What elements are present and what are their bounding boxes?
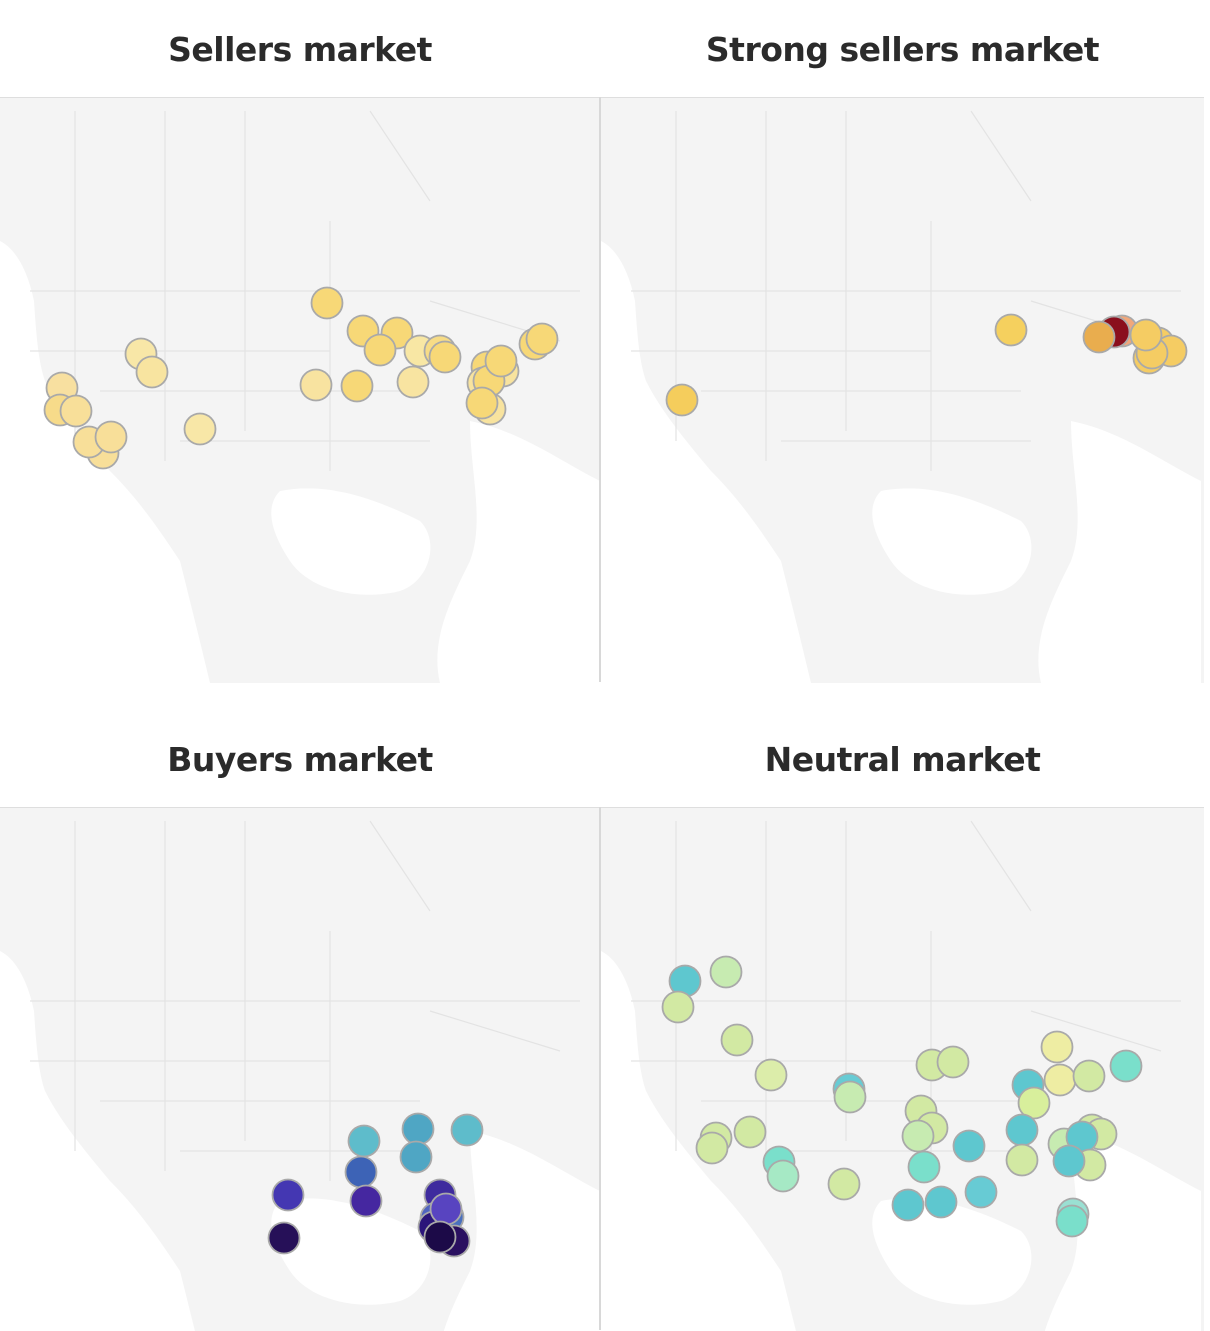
base-map: [601, 808, 1201, 1331]
market-point[interactable]: [94, 420, 128, 454]
map-shape: [872, 1198, 1032, 1305]
map-view[interactable]: [0, 807, 600, 1331]
market-point[interactable]: [1055, 1204, 1089, 1238]
market-point[interactable]: [1017, 1086, 1051, 1120]
base-map: [601, 98, 1201, 683]
market-point[interactable]: [827, 1167, 861, 1201]
panel-title: Strong sellers market: [705, 29, 1100, 69]
panel-title: Neutral market: [764, 739, 1041, 779]
market-point[interactable]: [907, 1150, 941, 1184]
market-point[interactable]: [833, 1080, 867, 1114]
vertical-divider: [599, 807, 601, 1330]
map-shape: [1044, 1131, 1201, 1331]
market-point[interactable]: [349, 1184, 383, 1218]
market-point[interactable]: [1005, 1143, 1039, 1177]
market-point[interactable]: [267, 1221, 301, 1255]
market-point[interactable]: [720, 1023, 754, 1057]
market-point[interactable]: [429, 1192, 463, 1226]
market-point[interactable]: [135, 355, 169, 389]
market-point[interactable]: [363, 333, 397, 367]
map-border-line: [369, 820, 431, 912]
point-layer: [43, 286, 559, 470]
panel-title: Sellers market: [168, 29, 432, 69]
market-point[interactable]: [450, 1113, 484, 1147]
map-view[interactable]: [601, 97, 1204, 683]
point-layer: [665, 313, 1188, 417]
market-point[interactable]: [661, 990, 695, 1024]
map-shape: [443, 1131, 600, 1331]
map-shape: [271, 488, 431, 595]
market-point[interactable]: [1129, 318, 1163, 352]
map-shape: [1038, 421, 1201, 683]
market-point[interactable]: [183, 412, 217, 446]
market-point[interactable]: [1043, 1063, 1077, 1097]
map-shape: [0, 241, 210, 683]
panel-strong-sellers-market: Strong sellers market: [601, 0, 1204, 683]
panel-sellers-market: Sellers market: [0, 0, 600, 683]
market-point[interactable]: [754, 1058, 788, 1092]
market-point[interactable]: [399, 1140, 433, 1174]
base-map: [0, 98, 600, 683]
market-point[interactable]: [952, 1129, 986, 1163]
map-view[interactable]: [601, 807, 1204, 1331]
point-layer: [661, 955, 1143, 1238]
market-point[interactable]: [344, 1155, 378, 1189]
market-point[interactable]: [401, 1112, 435, 1146]
market-point[interactable]: [1082, 320, 1116, 354]
market-point[interactable]: [665, 383, 699, 417]
market-point[interactable]: [1072, 1059, 1106, 1093]
market-point[interactable]: [936, 1045, 970, 1079]
market-point[interactable]: [396, 365, 430, 399]
map-view[interactable]: [0, 97, 600, 683]
map-border-line: [429, 1010, 561, 1052]
market-point[interactable]: [733, 1115, 767, 1149]
map-shape: [872, 488, 1032, 595]
market-point[interactable]: [1109, 1049, 1143, 1083]
market-point[interactable]: [465, 386, 499, 420]
market-point[interactable]: [340, 369, 374, 403]
map-shape: [0, 951, 195, 1331]
map-border-line: [970, 820, 1032, 912]
market-point[interactable]: [428, 340, 462, 374]
panel-buyers-market: Buyers market: [0, 710, 600, 1331]
market-point[interactable]: [994, 313, 1028, 347]
market-point[interactable]: [525, 322, 559, 356]
market-point[interactable]: [901, 1119, 935, 1153]
map-shape: [601, 241, 811, 683]
market-point[interactable]: [924, 1185, 958, 1219]
market-point[interactable]: [964, 1175, 998, 1209]
market-point[interactable]: [59, 394, 93, 428]
market-point[interactable]: [271, 1178, 305, 1212]
point-layer: [267, 1112, 484, 1258]
map-border-line: [970, 110, 1032, 202]
map-shape: [601, 808, 1201, 1331]
market-point[interactable]: [695, 1131, 729, 1165]
map-shape: [601, 951, 796, 1331]
map-shape: [271, 1198, 431, 1305]
market-point[interactable]: [310, 286, 344, 320]
market-point[interactable]: [423, 1220, 457, 1254]
map-shape: [437, 421, 600, 683]
panel-neutral-market: Neutral market: [601, 710, 1204, 1331]
market-point[interactable]: [709, 955, 743, 989]
market-point[interactable]: [766, 1159, 800, 1193]
market-point[interactable]: [484, 344, 518, 378]
map-border-line: [1030, 1010, 1162, 1052]
vertical-divider: [599, 97, 601, 682]
market-point[interactable]: [1005, 1113, 1039, 1147]
market-point[interactable]: [347, 1124, 381, 1158]
market-point[interactable]: [1052, 1144, 1086, 1178]
map-border-line: [369, 110, 431, 202]
market-point[interactable]: [891, 1188, 925, 1222]
market-point[interactable]: [1040, 1030, 1074, 1064]
market-point[interactable]: [299, 368, 333, 402]
panel-title: Buyers market: [167, 739, 433, 779]
